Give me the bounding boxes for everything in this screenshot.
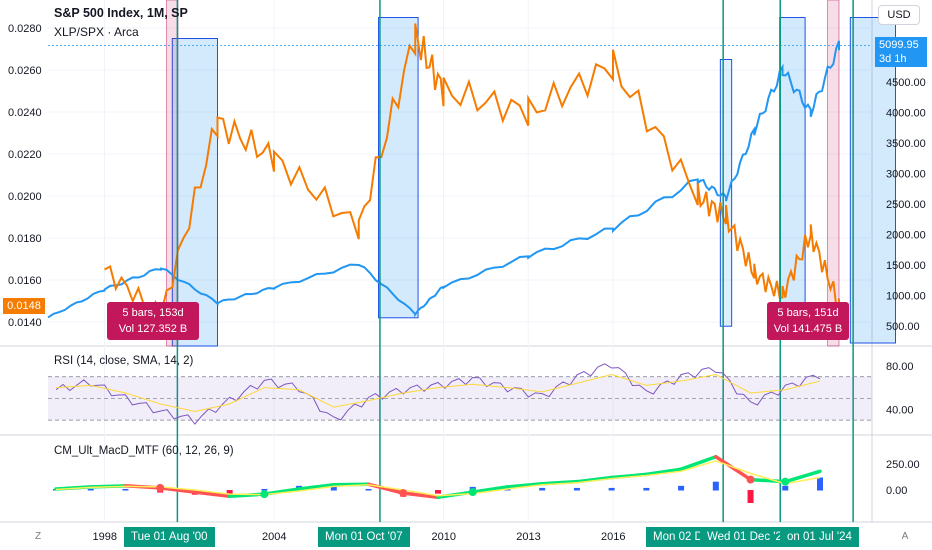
macd-cross-dot [468, 488, 477, 497]
currency-button[interactable]: USD [878, 5, 920, 25]
macd-title[interactable]: CM_Ult_MacD_MTF (60, 12, 26, 9) [54, 445, 234, 457]
macd-histogram-bar [608, 487, 615, 491]
rsi-line [55, 363, 821, 425]
auto-scale-button[interactable]: A [901, 531, 909, 542]
vline-date-label: Wed 01 Dec '21 [700, 527, 796, 547]
right-axis-tick-label: 4500.00 [886, 77, 926, 89]
chart-subtitle: XLP/SPX · Arca [54, 25, 139, 39]
macd-line-segment [297, 483, 336, 491]
zoom-button[interactable]: Z [34, 531, 42, 542]
macd-histogram-bar [678, 485, 685, 491]
left-axis-tick-label: 0.0220 [8, 149, 42, 161]
macd-histogram-bar [817, 477, 823, 491]
right-axis-tick-label: 3500.00 [886, 138, 926, 150]
macd-histogram-bar [435, 490, 441, 494]
macd-line-segment [193, 490, 232, 498]
macd-histogram-bar [87, 488, 94, 491]
macd-axis-tick-label: 0.00 [886, 485, 907, 497]
macd-histogram-bar [330, 486, 337, 491]
macd-histogram-bar [539, 487, 546, 491]
macd-histogram-bar [747, 490, 754, 503]
macd-cross-dot [781, 477, 790, 486]
macd-histogram-bar [712, 481, 719, 491]
right-axis-tick-label: 1500.00 [886, 260, 926, 272]
macd-axis-tick-label: 250.00 [886, 459, 920, 471]
right-axis-tick-label: 1000.00 [886, 291, 926, 303]
left-axis-tick-label: 0.0280 [8, 23, 42, 35]
macd-line-segment [609, 472, 649, 480]
right-axis-tick-label: 2000.00 [886, 230, 926, 242]
right-axis-tick-label: 2500.00 [886, 199, 926, 211]
measure-volume: Vol 141.475 B [773, 323, 843, 335]
chart-title: S&P 500 Index, 1M, SP [54, 6, 188, 20]
macd-histogram-bar [226, 490, 233, 495]
left-axis-tick-label: 0.0200 [8, 191, 42, 203]
macd-line-segment [505, 482, 544, 489]
measure-bars: 5 bars, 153d [122, 307, 184, 319]
last-price-label: 5099.95 3d 1h [875, 37, 927, 67]
macd-line-segment [262, 487, 301, 496]
macd-cross-dot [746, 475, 755, 484]
macd-line-segment [748, 477, 788, 484]
measure-bars: 5 bars, 151d [777, 307, 839, 319]
rsi-axis-tick-label: 40.00 [886, 404, 914, 416]
ratio-series-line [104, 23, 840, 324]
macd-line-segment [401, 491, 440, 500]
measure-volume: Vol 127.352 B [118, 323, 188, 335]
macd-cross-dot [156, 483, 165, 492]
macd-line-segment [575, 475, 614, 484]
measure-band [827, 0, 840, 347]
rsi-ma-line [55, 374, 821, 412]
spx-series-line [47, 40, 840, 319]
vline-date-label: Mon 02 D [646, 527, 710, 547]
time-axis-tick-label: 2013 [516, 531, 540, 543]
right-axis-tick-label: 3000.00 [886, 169, 926, 181]
date-range-box [719, 59, 733, 327]
macd-line-segment [540, 479, 579, 486]
left-axis-tick-label: 0.0240 [8, 107, 42, 119]
left-axis-tick-label: 0.0180 [8, 233, 42, 245]
right-axis-tick-label: 4000.00 [886, 108, 926, 120]
time-axis-tick-label: 1998 [93, 531, 117, 543]
last-price-value: 5099.95 [879, 39, 919, 51]
time-axis-tick-label: 2016 [601, 531, 625, 543]
date-range-box [849, 17, 896, 344]
macd-signal-line [55, 460, 821, 497]
left-axis-tick-label: 0.0260 [8, 65, 42, 77]
measure-label-2: 5 bars, 151d Vol 141.475 B [767, 302, 849, 340]
macd-histogram-bar [643, 487, 650, 491]
macd-histogram-bar [782, 485, 789, 491]
macd-histogram-bar [261, 488, 268, 491]
rsi-title[interactable]: RSI (14, close, SMA, 14, 2) [54, 355, 194, 367]
ratio-price-label: 0.0148 [3, 298, 45, 314]
left-axis-tick-label: 0.0140 [8, 317, 42, 329]
vline-date-label: Tue 01 Aug '00 [124, 527, 215, 547]
right-axis-tick-label: 500.00 [886, 321, 920, 333]
vline-date-label: Mon 01 Oct '07 [318, 527, 410, 547]
left-axis-tick-label: 0.0160 [8, 275, 42, 287]
macd-line-segment [158, 486, 197, 494]
date-range-box [378, 17, 419, 319]
macd-cross-dot [260, 490, 269, 499]
macd-line-segment [714, 454, 753, 482]
time-axis-tick-label: 2010 [432, 531, 456, 543]
macd-line-segment [644, 467, 683, 477]
vline-date-label: on 01 Jul '24 [780, 527, 859, 547]
macd-histogram-bar [365, 488, 372, 491]
rsi-axis-tick-label: 80.00 [886, 361, 914, 373]
macd-line-segment [679, 454, 718, 471]
time-axis-tick-label: 2004 [262, 531, 286, 543]
measure-band [166, 0, 179, 347]
macd-cross-dot [399, 489, 408, 498]
macd-line-segment [783, 469, 822, 484]
measure-label-1: 5 bars, 153d Vol 127.352 B [107, 302, 199, 340]
macd-line-segment [470, 485, 510, 494]
macd-histogram-bar [573, 487, 580, 491]
bar-countdown: 3d 1h [879, 53, 907, 65]
macd-histogram-bar [122, 488, 129, 491]
